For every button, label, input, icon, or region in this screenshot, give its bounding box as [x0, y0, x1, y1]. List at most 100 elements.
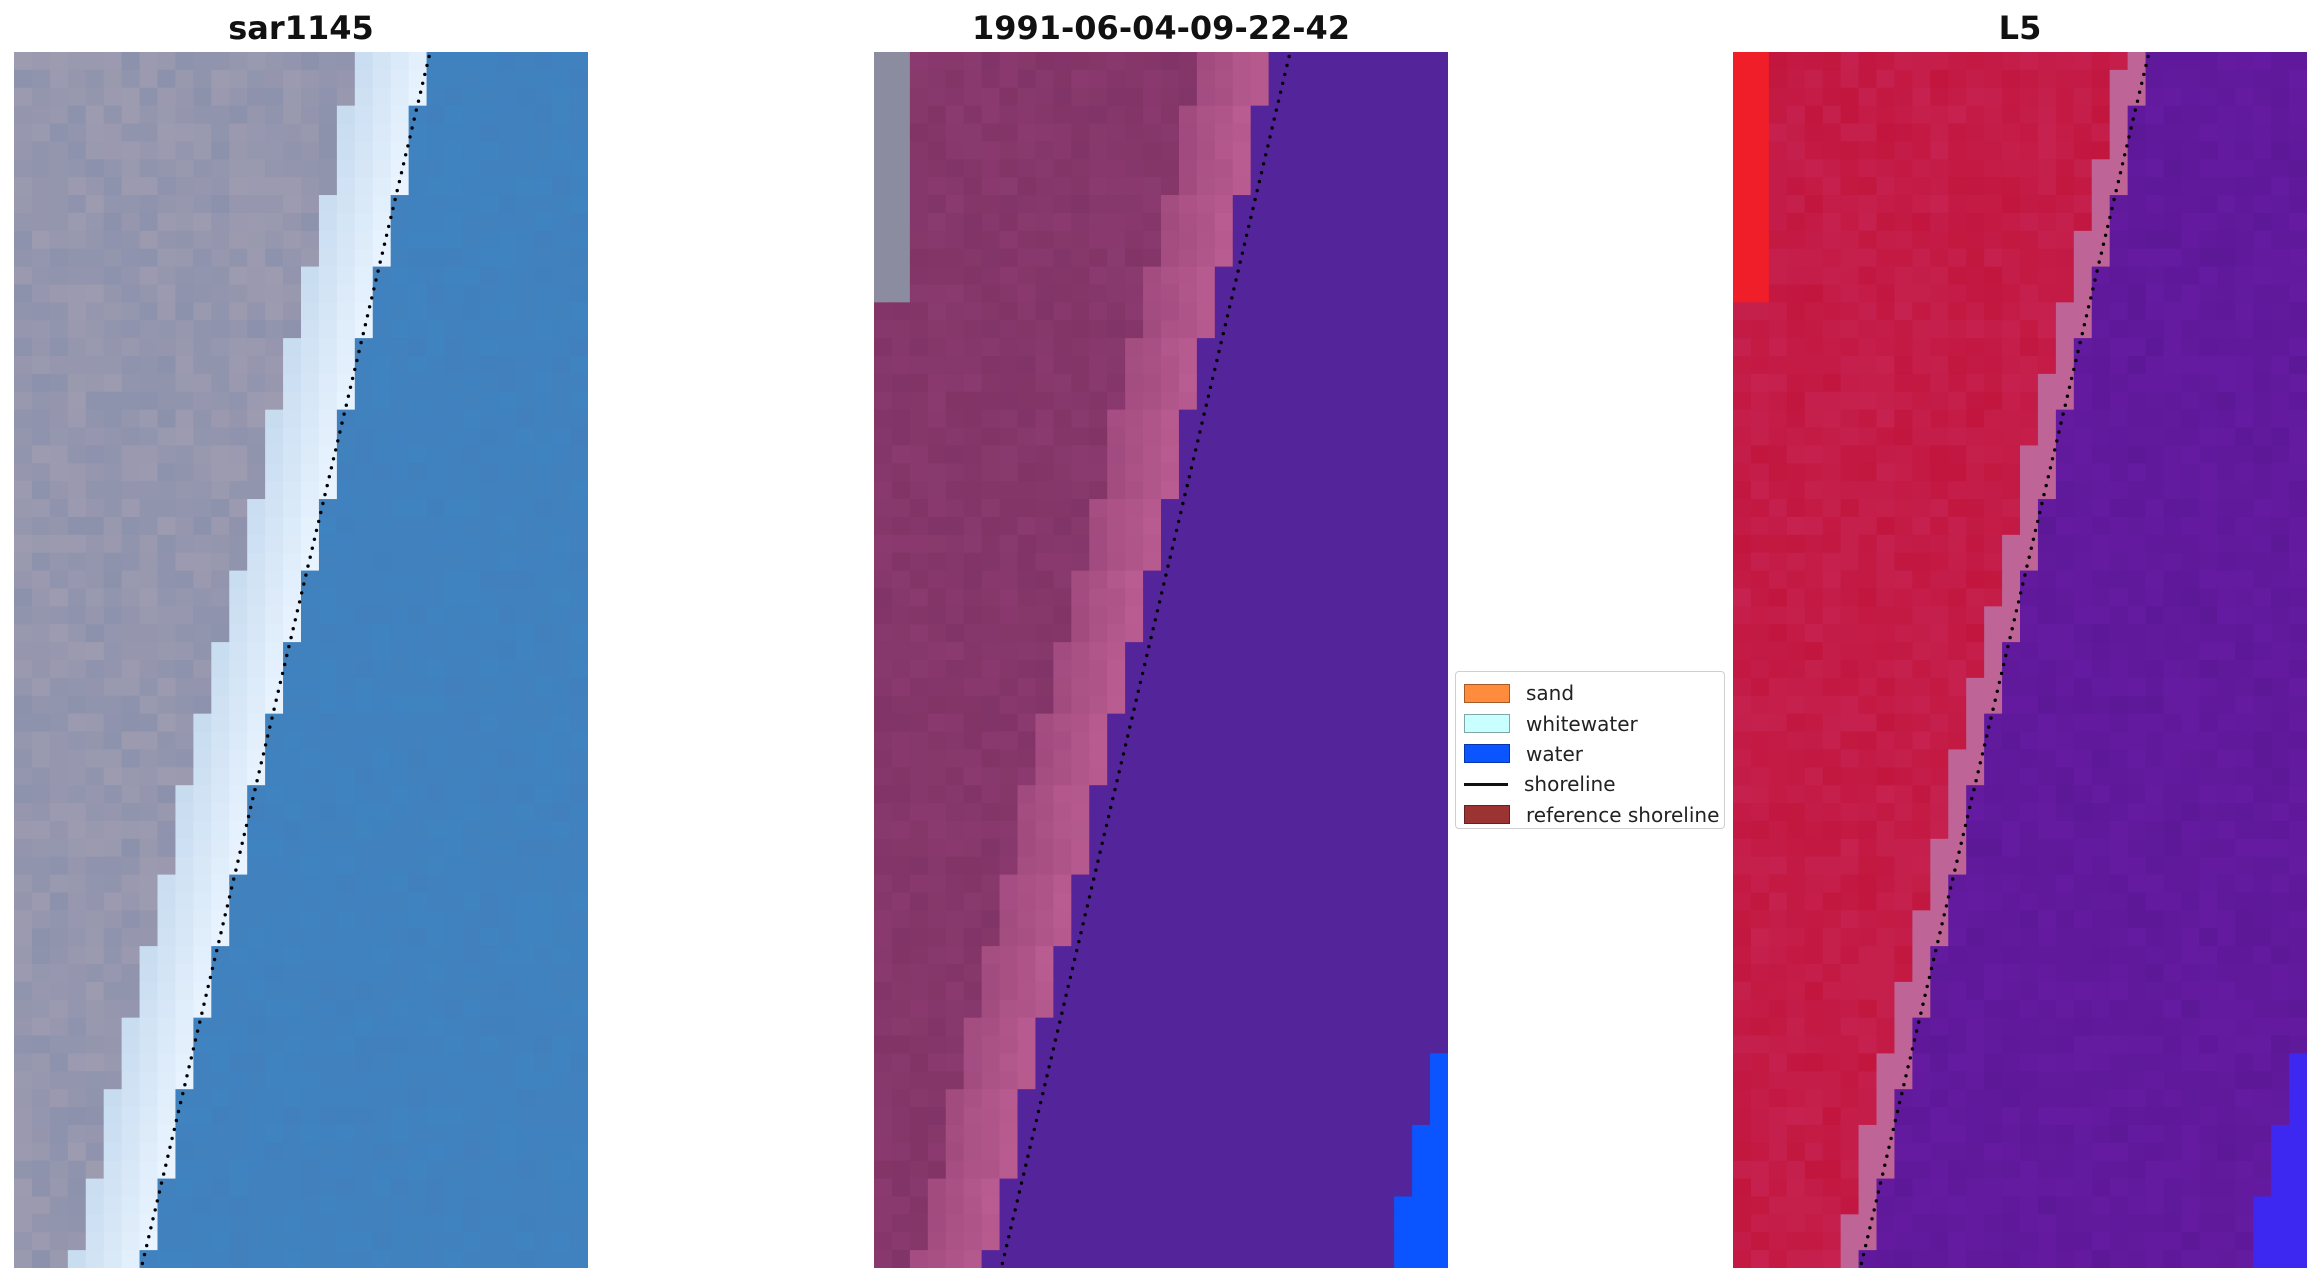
pixel-cell — [1017, 230, 1037, 250]
pixel-cell — [211, 177, 230, 196]
pixel-cell — [49, 999, 69, 1019]
pixel-cell — [1322, 373, 1341, 393]
pixel-cell — [2289, 195, 2307, 214]
pixel-cell — [1268, 713, 1288, 733]
pixel-cell — [570, 552, 588, 572]
pixel-cell — [301, 731, 320, 751]
pixel-cell — [265, 1250, 284, 1268]
rgb-image-panel — [14, 52, 588, 1268]
pixel-cell — [372, 123, 392, 143]
pixel-cell — [211, 266, 230, 286]
pixel-cell — [909, 606, 929, 625]
pixel-cell — [193, 409, 212, 429]
pixel-cell — [103, 248, 123, 268]
pixel-cell — [301, 1196, 320, 1215]
pixel-cell — [891, 105, 911, 125]
pixel-cell — [909, 499, 929, 518]
shoreline-point — [338, 430, 342, 434]
pixel-cell — [1053, 660, 1072, 679]
pixel-cell — [1089, 1250, 1108, 1268]
pixel-cell — [175, 642, 194, 661]
pixel-cell — [1430, 999, 1448, 1019]
pixel-cell — [1340, 803, 1359, 822]
pixel-cell — [1035, 463, 1054, 482]
pixel-cell — [1178, 52, 1198, 71]
pixel-cell — [2271, 123, 2290, 143]
pixel-cell — [1125, 1232, 1144, 1251]
pixel-cell — [318, 463, 338, 482]
pixel-cell — [193, 785, 212, 804]
pixel-cell — [1017, 928, 1037, 947]
pixel-cell — [103, 660, 123, 679]
pixel-cell — [1394, 356, 1413, 375]
pixel-cell — [1430, 481, 1448, 500]
pixel-cell — [1161, 981, 1180, 1001]
pixel-cell — [1232, 177, 1252, 196]
pixel-cell — [31, 1178, 51, 1198]
pixel-cell — [1250, 373, 1270, 393]
pixel-cell — [14, 1089, 33, 1108]
pixel-cell — [945, 105, 965, 125]
pixel-cell — [31, 391, 51, 411]
pixel-cell — [157, 677, 177, 697]
pixel-cell — [1178, 302, 1198, 321]
shoreline-point — [346, 394, 351, 398]
pixel-cell — [1017, 427, 1037, 447]
pixel-cell — [1358, 87, 1377, 107]
pixel-cell — [981, 856, 1001, 876]
pixel-cell — [462, 1071, 481, 1090]
pixel-cell — [1107, 910, 1126, 929]
pixel-cell — [390, 642, 410, 661]
pixel-cell — [390, 248, 410, 268]
pixel-cell — [85, 230, 105, 250]
pixel-cell — [283, 1178, 302, 1198]
pixel-cell — [1376, 713, 1395, 733]
pixel-cell — [909, 320, 929, 339]
pixel-cell — [498, 1142, 517, 1162]
pixel-cell — [1250, 731, 1270, 751]
pixel-cell — [1017, 999, 1037, 1019]
pixel-cell — [1376, 552, 1395, 572]
shoreline-point — [208, 975, 213, 980]
pixel-cell — [1858, 105, 1878, 125]
pixel-cell — [336, 1160, 356, 1180]
pixel-cell — [426, 999, 446, 1019]
pixel-cell — [2163, 195, 2183, 214]
pixel-cell — [1340, 481, 1359, 500]
pixel-cell — [1412, 516, 1431, 536]
pixel-cell — [963, 570, 983, 590]
pixel-cell — [1089, 1071, 1108, 1090]
pixel-cell — [1178, 642, 1198, 661]
pixel-cell — [1268, 803, 1288, 822]
pixel-cell — [927, 1142, 947, 1162]
pixel-cell — [1376, 588, 1395, 607]
pixel-cell — [981, 749, 1001, 768]
pixel-cell — [1340, 588, 1359, 607]
pixel-cell — [2002, 69, 2021, 89]
pixel-cell — [121, 159, 141, 178]
pixel-cell — [1394, 499, 1413, 518]
shoreline-point — [1092, 877, 1096, 881]
pixel-cell — [891, 427, 911, 447]
shoreline-point — [1032, 1127, 1036, 1132]
pixel-cell — [1304, 642, 1324, 661]
pixel-cell — [444, 606, 464, 625]
pixel-cell — [265, 749, 284, 768]
pixel-cell — [1017, 463, 1037, 482]
pixel-cell — [891, 177, 911, 196]
pixel-cell — [211, 1124, 230, 1144]
pixel-cell — [336, 856, 356, 876]
shoreline-point — [263, 743, 268, 747]
pixel-cell — [444, 516, 464, 536]
pixel-cell — [31, 159, 51, 178]
pixel-cell — [963, 266, 983, 286]
pixel-cell — [408, 87, 428, 107]
pixel-cell — [1948, 52, 1967, 71]
pixel-cell — [874, 713, 893, 733]
pixel-cell — [1196, 356, 1216, 375]
pixel-cell — [49, 892, 69, 911]
shoreline-point — [1111, 796, 1115, 801]
pixel-cell — [265, 1053, 284, 1072]
pixel-cell — [1250, 642, 1270, 661]
pixel-cell — [247, 499, 266, 518]
